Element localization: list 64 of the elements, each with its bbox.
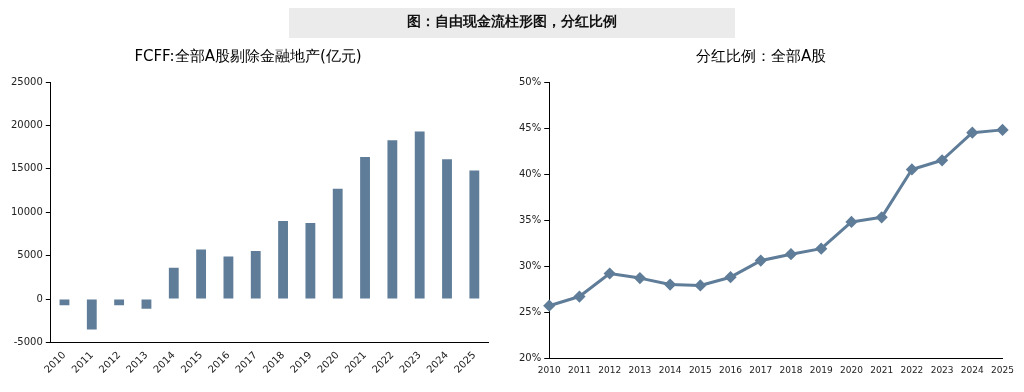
x-tick-label: 2019: [809, 364, 833, 375]
bar: [360, 157, 370, 299]
text: 图：自由现金流柱形图，分红比例: [289, 8, 735, 38]
x-tick-label: 2013: [628, 364, 652, 375]
bar: [442, 159, 452, 299]
x-tick-label: 2014: [658, 364, 682, 375]
x-tick-label: 2017: [749, 364, 773, 375]
x-tick-label: 2018: [779, 364, 803, 375]
point: [543, 300, 555, 312]
point: [876, 211, 888, 223]
point: [785, 248, 797, 260]
bar: [168, 267, 179, 299]
point: [664, 279, 676, 291]
x-tick-label: 2011: [567, 364, 591, 375]
point: [966, 127, 978, 139]
bar: [332, 188, 343, 299]
point: [815, 243, 827, 255]
y-tick-label: 50%: [518, 75, 542, 87]
point: [997, 124, 1009, 136]
bar: [223, 256, 234, 299]
bar: [387, 140, 398, 299]
chart-title: 分红比例：全部A股: [695, 46, 827, 65]
y-tick-label: -5000: [13, 336, 43, 348]
bar: [469, 170, 480, 299]
y-tick-label: 20%: [518, 351, 542, 363]
y-tick-label: 15000: [11, 162, 43, 174]
x-tick-label: 2024: [960, 364, 985, 375]
x-tick-label: 2012: [598, 364, 622, 375]
point: [755, 255, 767, 267]
x-tick-label: 2020: [839, 364, 864, 375]
x-tick-label: 2015: [688, 364, 712, 375]
point: [845, 216, 857, 228]
point: [634, 272, 646, 284]
bar: [196, 249, 207, 299]
point: [694, 279, 706, 291]
y-tick-label: 30%: [518, 259, 542, 271]
bar: [86, 299, 97, 330]
x-tick-label: 2023: [930, 364, 954, 375]
y-tick-label: 5000: [17, 249, 43, 261]
x-tick-label: 2025: [991, 364, 1014, 375]
y-tick-label: 0: [36, 292, 43, 304]
point: [906, 163, 918, 175]
x-tick-label: 2010: [537, 364, 561, 375]
point: [936, 154, 948, 166]
y-tick-label: 20000: [11, 119, 43, 131]
bar: [305, 223, 316, 299]
point: [725, 271, 737, 283]
y-tick-label: 10000: [11, 205, 43, 217]
point: [573, 291, 585, 303]
x-tick-label: 2022: [900, 364, 924, 375]
point: [604, 268, 616, 279]
x-tick-label: 2021: [870, 364, 894, 375]
chart-title: FCFF:全部A股剔除金融地产(亿元): [134, 46, 362, 65]
bar: [414, 131, 425, 299]
bar: [278, 220, 288, 299]
y-tick-label: 40%: [518, 167, 542, 179]
bar: [114, 299, 125, 306]
y-tick-label: 25000: [11, 75, 43, 87]
bar: [250, 250, 261, 299]
y-tick-label: 45%: [518, 121, 542, 133]
y-tick-label: 25%: [518, 305, 542, 317]
bar: [141, 299, 152, 309]
x-tick-label: 2016: [719, 364, 743, 375]
y-tick-label: 35%: [518, 213, 542, 225]
